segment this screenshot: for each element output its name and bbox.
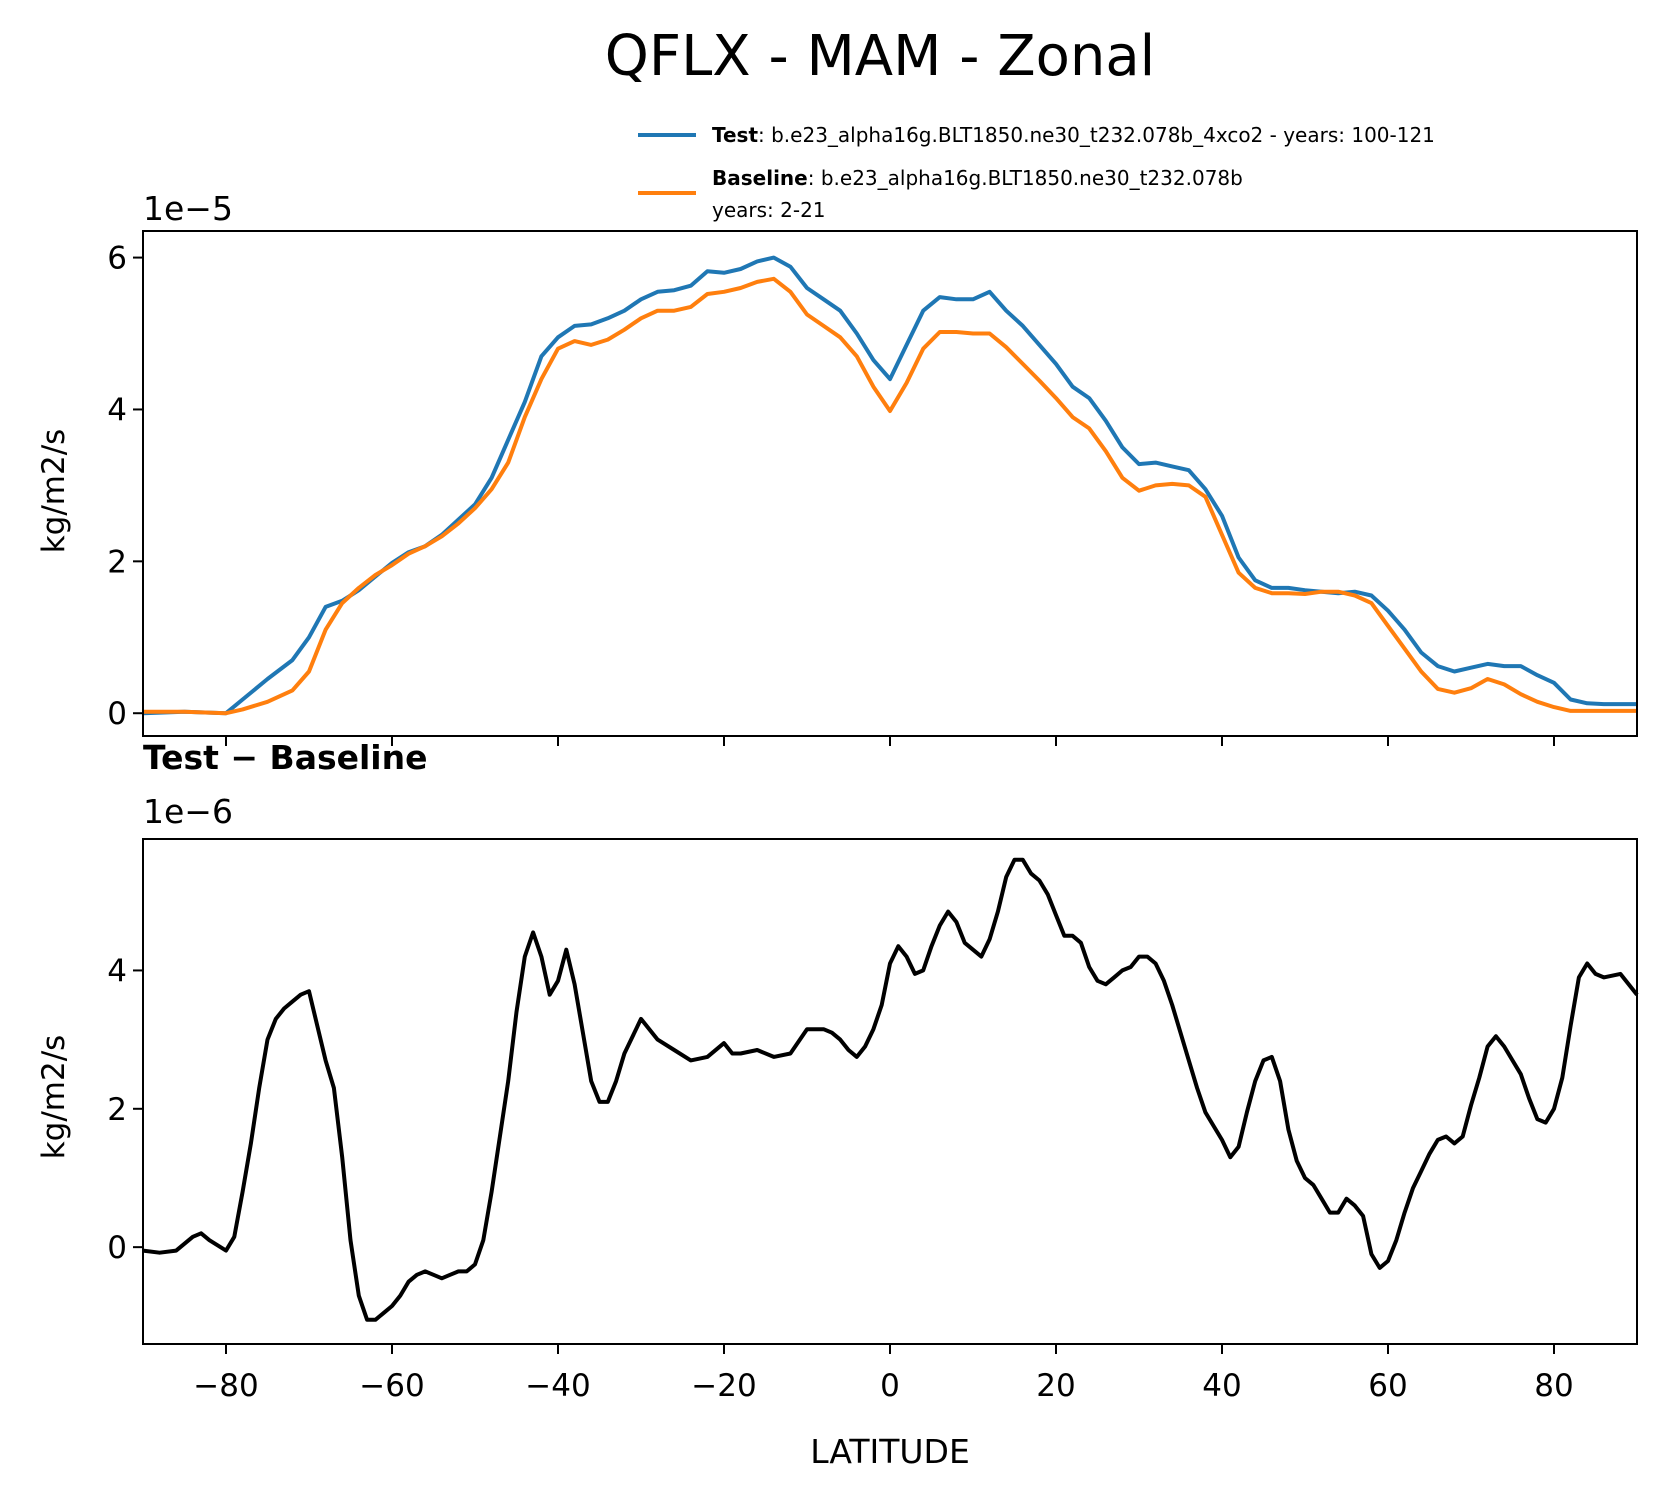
bottom-offset-label: 1e−6 <box>143 792 233 831</box>
top-ylabel: kg/m2/s <box>36 429 72 554</box>
bottom-axes-frame <box>142 838 1638 1345</box>
legend-baseline-label: Baseline <box>712 166 808 190</box>
bottom-y-ticks: 0 2 4 <box>107 953 143 1266</box>
top-ytick-label: 0 <box>107 696 127 732</box>
legend-entry-baseline: Baseline: b.e23_alpha16g.BLT1850.ne30_t2… <box>712 166 1243 190</box>
legend-baseline-text: : b.e23_alpha16g.BLT1850.ne30_t232.078b <box>808 166 1243 190</box>
top-offset-label: 1e−5 <box>143 189 233 228</box>
top-x-ticks <box>225 736 1555 746</box>
bottom-ytick-label: 0 <box>107 1230 127 1266</box>
xtick-label: −80 <box>193 1368 258 1404</box>
legend-baseline-years: years: 2-21 <box>712 198 826 222</box>
top-ytick-label: 6 <box>107 241 127 277</box>
xtick-label: 80 <box>1534 1368 1573 1404</box>
xtick-label: −60 <box>359 1368 424 1404</box>
bottom-ytick-label: 4 <box>107 953 127 989</box>
legend: Test: b.e23_alpha16g.BLT1850.ne30_t232.0… <box>638 123 1435 222</box>
xtick-label: 40 <box>1202 1368 1241 1404</box>
bottom-x-ticks: −80 −60 −40 −20 0 20 40 60 80 <box>193 1344 1574 1404</box>
bottom-ylabel: kg/m2/s <box>36 1035 72 1160</box>
xtick-label: −40 <box>525 1368 590 1404</box>
bottom-ytick-label: 2 <box>107 1092 127 1128</box>
series-line-baseline <box>143 276 1637 716</box>
top-ytick-label: 2 <box>107 544 127 580</box>
top-ytick-label: 4 <box>107 392 127 428</box>
top-y-ticks: 0 2 4 6 <box>107 241 143 732</box>
legend-test-label: Test <box>712 123 758 147</box>
bottom-panel-title: Test − Baseline <box>143 738 428 777</box>
bottom-plot-lines <box>142 857 1639 1322</box>
xtick-label: 60 <box>1368 1368 1407 1404</box>
figure-title: QFLX - MAM - Zonal <box>605 24 1155 89</box>
top-axes-frame <box>142 230 1638 737</box>
series-line-test <box>142 255 1637 716</box>
xtick-label: 0 <box>880 1368 900 1404</box>
xtick-label: −20 <box>691 1368 756 1404</box>
x-axis-label: LATITUDE <box>810 1432 970 1471</box>
top-plot-lines <box>142 255 1637 716</box>
legend-test-text: : b.e23_alpha16g.BLT1850.ne30_t232.078b_… <box>758 123 1435 147</box>
legend-entry-test: Test: b.e23_alpha16g.BLT1850.ne30_t232.0… <box>712 123 1435 147</box>
series-line-test-baseline <box>142 857 1639 1322</box>
xtick-label: 20 <box>1036 1368 1075 1404</box>
